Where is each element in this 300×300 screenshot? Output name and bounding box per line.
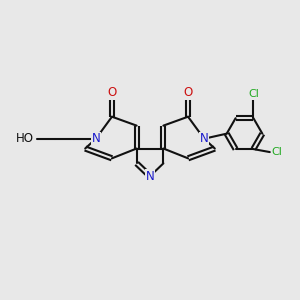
Text: Cl: Cl — [248, 89, 259, 99]
Text: HO: HO — [16, 132, 34, 145]
Text: O: O — [183, 86, 193, 99]
Text: N: N — [92, 132, 100, 145]
Text: N: N — [146, 170, 154, 183]
Text: Cl: Cl — [272, 147, 283, 157]
Text: N: N — [200, 132, 208, 145]
Text: O: O — [107, 86, 117, 99]
